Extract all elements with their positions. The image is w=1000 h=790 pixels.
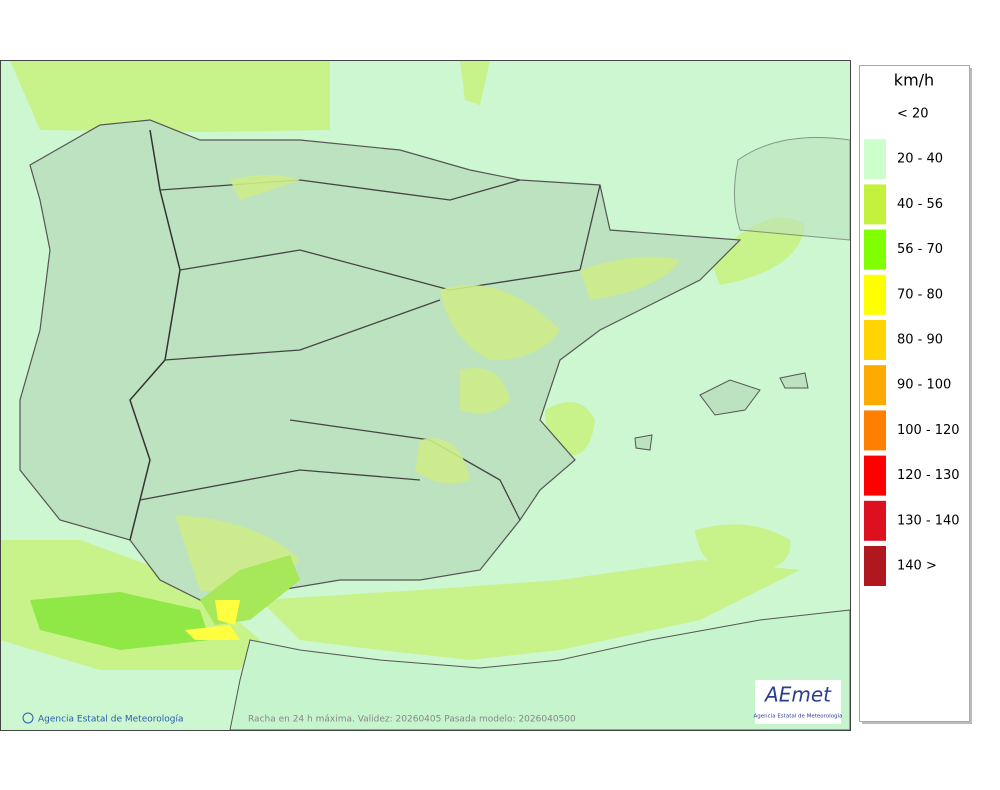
legend-swatch (864, 500, 886, 541)
legend-label: 70 - 80 (897, 287, 943, 302)
legend-swatch (864, 410, 886, 451)
legend-label: 20 - 40 (897, 152, 943, 167)
legend-swatch (864, 455, 886, 496)
france-land (733, 137, 850, 241)
wind-area (695, 524, 791, 575)
wind-area (710, 217, 805, 285)
legend-label: 56 - 70 (897, 242, 943, 257)
logo: AEmet (763, 683, 832, 707)
legend: km/h < 20 20 - 40 40 - 56 56 - 70 70 - 80 80 … (859, 65, 972, 724)
legend-label: 80 - 90 (897, 333, 943, 348)
wind-area (10, 61, 330, 132)
wind-area (185, 625, 240, 640)
map: Agencia Estatal de Meteorología Racha en… (0, 60, 851, 731)
legend-label: 130 - 140 (897, 513, 960, 528)
iberia-land (19, 119, 742, 621)
legend-label: 90 - 100 (897, 378, 951, 393)
wind-area (215, 600, 240, 625)
wind-area (460, 61, 490, 105)
africa-land (229, 609, 850, 730)
island (699, 379, 761, 416)
wind-area (175, 175, 680, 600)
legend-title: km/h (894, 71, 934, 90)
legend-label: 140 > (897, 559, 937, 574)
caption: Racha en 24 h máxima. Validez: 20260405 … (248, 715, 576, 725)
wind-area (30, 592, 210, 650)
legend-swatch (864, 274, 886, 315)
logo-subtitle: Agencia Estatal de Meteorología (754, 713, 843, 720)
island (779, 372, 809, 389)
legend-label: < 20 (897, 107, 929, 122)
legend-swatch (864, 546, 886, 586)
wind-area (260, 560, 800, 660)
island (634, 434, 653, 451)
legend-label: 100 - 120 (897, 423, 960, 438)
border (129, 129, 181, 541)
legend-swatch (864, 184, 886, 225)
legend-swatch (864, 229, 886, 270)
logo-box (755, 680, 841, 724)
legend-swatch (864, 139, 886, 180)
legend-label: 120 - 130 (897, 468, 960, 483)
legend-swatch (864, 365, 886, 406)
credit: Agencia Estatal de Meteorología (38, 715, 184, 725)
legend-swatch (864, 320, 886, 360)
copyright-icon (22, 712, 34, 724)
legend-label: 40 - 56 (897, 197, 943, 212)
